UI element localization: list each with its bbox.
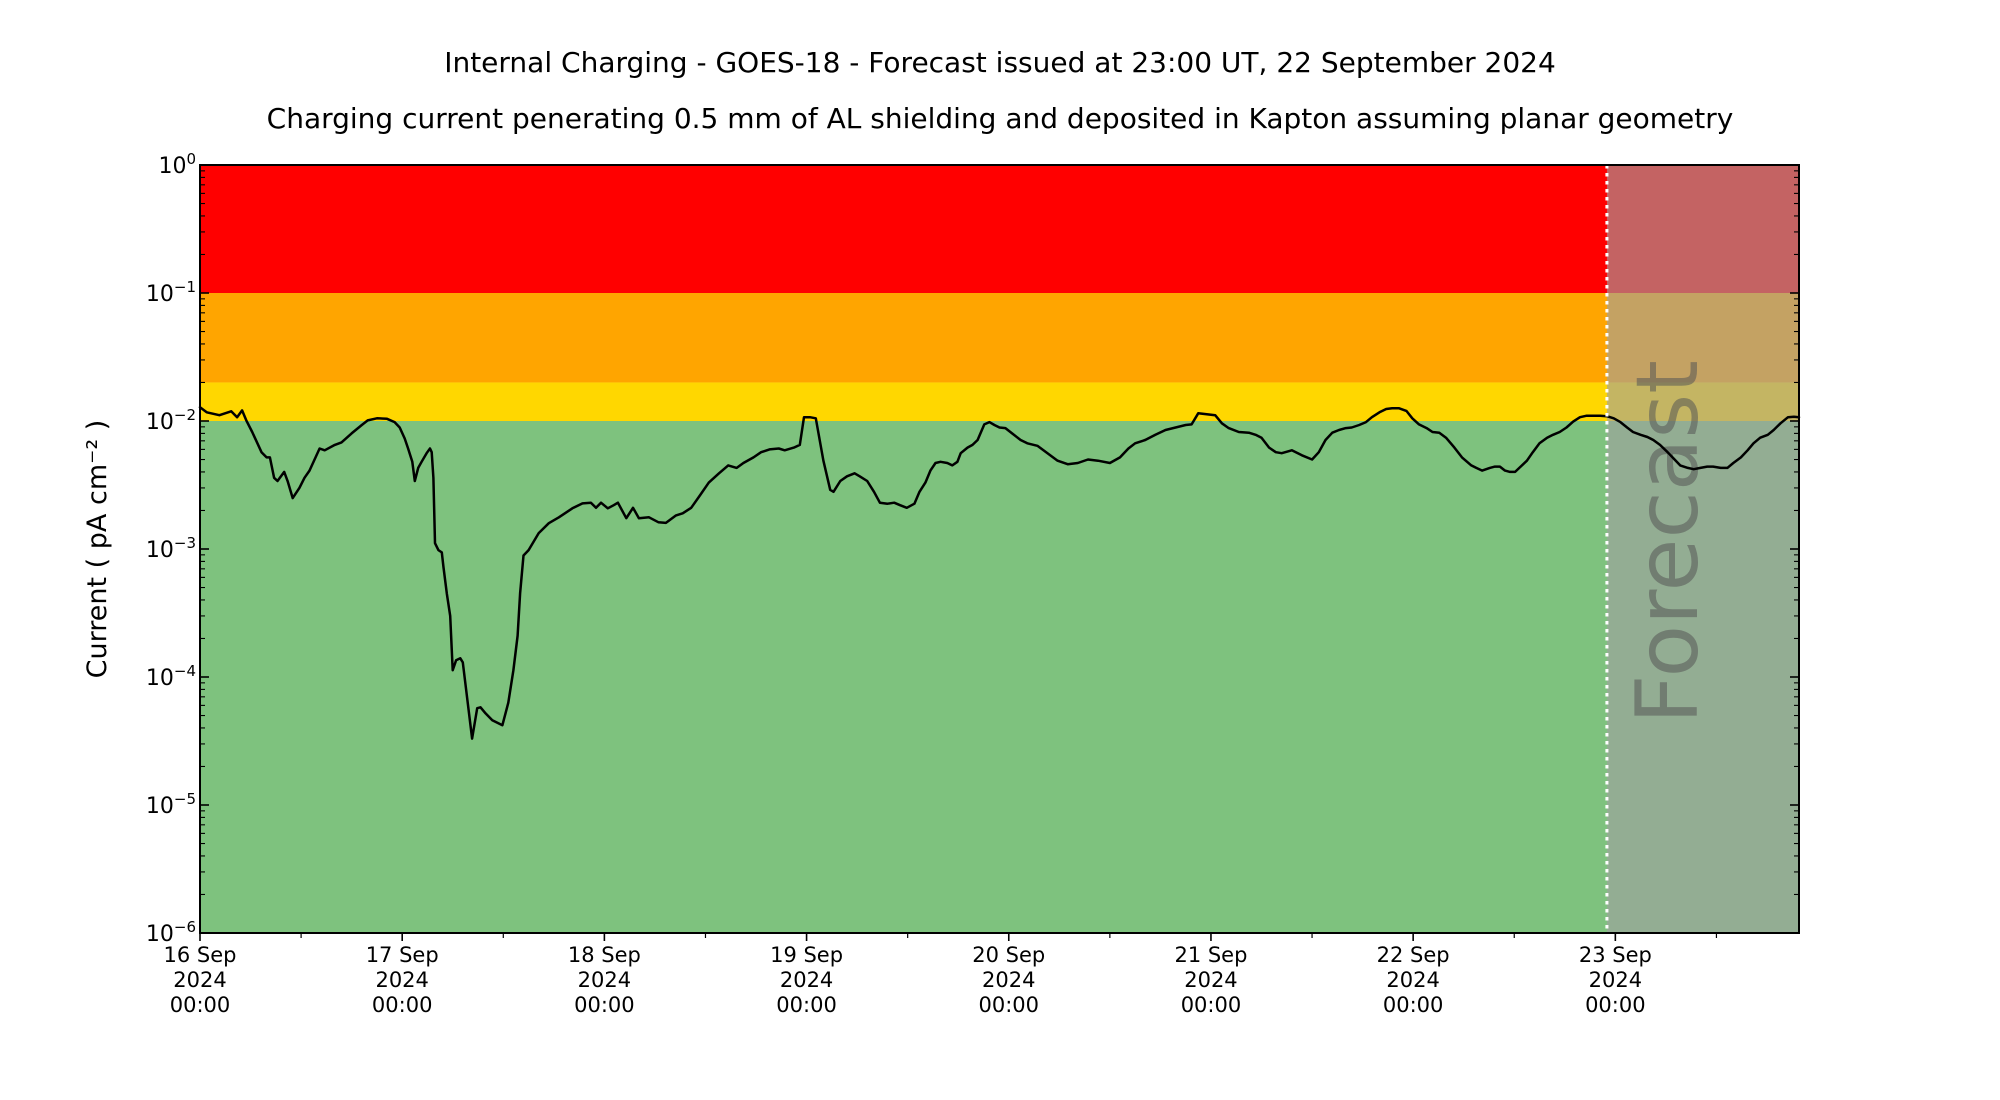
band-yellow-caution	[200, 382, 1799, 421]
risk-bands	[200, 165, 1799, 933]
x-tick-label: 22 Sep	[1377, 943, 1450, 967]
y-tick-label: 100	[158, 150, 196, 179]
x-tick-label: 2024	[1386, 968, 1439, 992]
x-tick-label: 2024	[1184, 968, 1237, 992]
chart-title: Internal Charging - GOES-18 - Forecast i…	[444, 46, 1556, 79]
forecast-overlay-region	[1606, 165, 1799, 933]
chart-subtitle: Charging current penerating 0.5 mm of AL…	[267, 102, 1734, 135]
x-tick-label: 00:00	[979, 993, 1040, 1017]
forecast-shading	[1606, 165, 1799, 933]
x-tick-label: 00:00	[1181, 993, 1242, 1017]
y-tick-label: 10−5	[146, 790, 196, 819]
y-tick-label: 10−2	[146, 406, 196, 435]
y-tick-label: 10−3	[146, 534, 196, 563]
x-tick-label: 00:00	[776, 993, 837, 1017]
band-green-quiet	[200, 421, 1799, 933]
y-tick-label: 10−4	[146, 662, 196, 691]
x-tick-label: 00:00	[372, 993, 433, 1017]
x-tick-label: 20 Sep	[972, 943, 1045, 967]
x-tick-label: 19 Sep	[770, 943, 843, 967]
x-tick-label: 00:00	[1585, 993, 1646, 1017]
x-tick-label: 23 Sep	[1579, 943, 1652, 967]
y-tick-label: 10−6	[146, 918, 196, 947]
x-tick-label: 2024	[375, 968, 428, 992]
x-tick-label: 2024	[982, 968, 1035, 992]
y-axis-label: Current ( pA cm⁻² )	[82, 420, 113, 679]
plot-frame	[199, 164, 1800, 934]
band-orange-warning	[200, 293, 1799, 383]
x-tick-label: 2024	[173, 968, 226, 992]
x-tick-label: 00:00	[574, 993, 635, 1017]
x-tick-label: 2024	[578, 968, 631, 992]
x-tick-label: 21 Sep	[1174, 943, 1247, 967]
x-tick-label: 17 Sep	[366, 943, 439, 967]
x-tick-label: 16 Sep	[164, 943, 237, 967]
forecast-watermark: Forecast	[1618, 360, 1718, 724]
x-tick-label: 2024	[1589, 968, 1642, 992]
x-tick-label: 2024	[780, 968, 833, 992]
x-tick-label: 00:00	[1383, 993, 1444, 1017]
band-red-alert	[200, 165, 1799, 293]
x-tick-label: 00:00	[170, 993, 231, 1017]
charging-current-line	[198, 406, 1801, 740]
x-tick-label: 18 Sep	[568, 943, 641, 967]
y-tick-label: 10−1	[146, 278, 196, 307]
